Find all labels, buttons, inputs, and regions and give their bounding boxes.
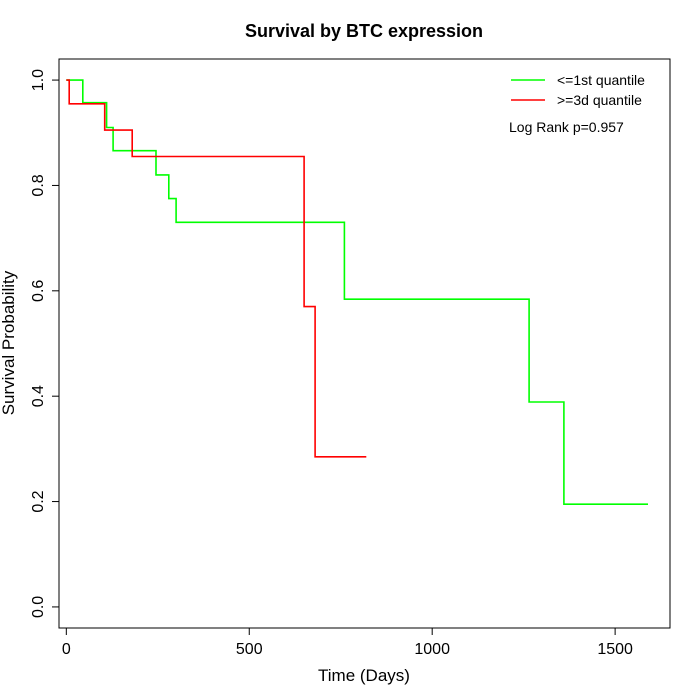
y-axis-label: Survival Probability <box>0 270 18 415</box>
series-line-2 <box>66 79 367 458</box>
x-tick-label: 0 <box>62 641 71 658</box>
y-tick-label: 0.8 <box>30 174 47 196</box>
legend: <=1st quantile >=3d quantile <box>511 72 645 108</box>
series-layer <box>66 79 648 506</box>
series-line-1 <box>66 79 648 506</box>
log-rank-annotation: Log Rank p=0.957 <box>509 119 624 135</box>
x-tick-label: 500 <box>236 641 263 658</box>
x-axis-label: Time (Days) <box>318 666 410 685</box>
y-axis: 0.0 0.2 0.4 0.6 0.8 1.0 <box>30 69 60 618</box>
x-tick-label: 1500 <box>597 641 633 658</box>
y-tick-label: 0.6 <box>30 280 47 302</box>
chart-title: Survival by BTC expression <box>245 21 483 41</box>
x-tick-label: 1000 <box>414 641 450 658</box>
y-tick-label: 1.0 <box>30 69 47 91</box>
y-tick-label: 0.4 <box>30 385 47 407</box>
y-tick-label: 0.2 <box>30 490 47 512</box>
plot-frame <box>58 58 671 629</box>
x-axis: 0 500 1000 1500 <box>62 627 633 658</box>
y-tick-label: 0.0 <box>30 596 47 618</box>
legend-label-1: <=1st quantile <box>557 72 645 88</box>
legend-label-2: >=3d quantile <box>557 92 642 108</box>
